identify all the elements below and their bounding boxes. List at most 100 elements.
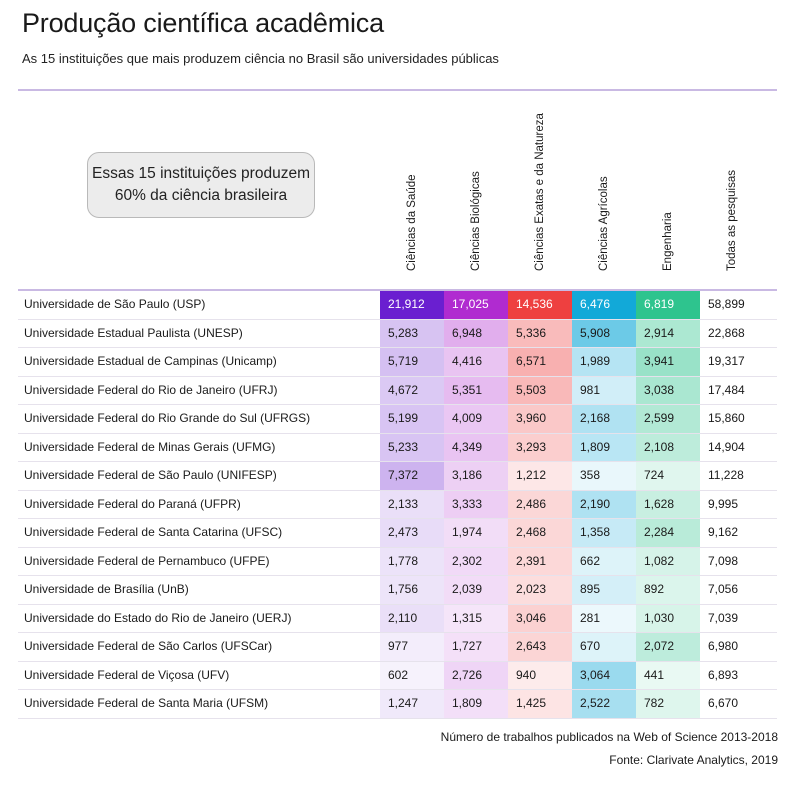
institution-name: Universidade Estadual Paulista (UNESP) bbox=[24, 325, 243, 340]
value-cell: 662 bbox=[572, 547, 636, 575]
value-cell: 3,064 bbox=[572, 661, 636, 689]
value-cell: 5,503 bbox=[508, 376, 572, 404]
table-row: Universidade Estadual Paulista (UNESP) 5,… bbox=[18, 319, 777, 348]
institution-name: Universidade Estadual de Campinas (Unica… bbox=[24, 354, 277, 368]
value-cell: 1,778 bbox=[380, 547, 444, 575]
institution-name: Universidade Federal de Pernambuco (UFPE… bbox=[24, 553, 270, 568]
value-cell: 6,819 bbox=[636, 291, 700, 319]
value-cell: 977 bbox=[380, 633, 444, 661]
table-row: Universidade Federal de São Carlos (UFSC… bbox=[18, 633, 777, 662]
value-cell: 3,046 bbox=[508, 604, 572, 632]
institution-name: Universidade Federal de São Carlos (UFSC… bbox=[24, 639, 273, 653]
chart-title: Produção científica acadêmica bbox=[22, 8, 384, 38]
value-cell: 602 bbox=[380, 661, 444, 689]
value-cell: 2,133 bbox=[380, 490, 444, 518]
table-row: Universidade de Brasília (UnB) 1,756 2,039… bbox=[18, 576, 777, 605]
table-row: Universidade de São Paulo (USP) 21,912 17,… bbox=[18, 291, 777, 320]
value-cell: 1,358 bbox=[572, 519, 636, 547]
value-cell: 724 bbox=[636, 462, 700, 490]
value-cell: 3,941 bbox=[636, 348, 700, 376]
value-cell: 9,162 bbox=[708, 525, 739, 539]
value-cell: 6,571 bbox=[508, 348, 572, 376]
value-cell: 4,672 bbox=[380, 376, 444, 404]
value-cell: 1,727 bbox=[444, 633, 508, 661]
table-row: Universidade Federal de Minas Gerais (UF… bbox=[18, 433, 777, 462]
footer-source: Fonte: Clarivate Analytics, 2019 bbox=[609, 753, 778, 767]
institution-name: Universidade Federal de Minas Gerais (UF… bbox=[24, 439, 276, 454]
value-cell: 17,484 bbox=[708, 382, 745, 397]
value-cell: 5,719 bbox=[380, 348, 444, 376]
value-cell: 2,023 bbox=[508, 576, 572, 604]
table-row: Universidade Federal de Santa Maria (UFS… bbox=[18, 690, 777, 719]
value-cell: 19,317 bbox=[708, 354, 745, 368]
value-cell: 1,809 bbox=[572, 433, 636, 461]
table-row: Universidade Federal do Rio Grande do Su… bbox=[18, 405, 777, 434]
value-cell: 2,072 bbox=[636, 633, 700, 661]
value-cell: 5,283 bbox=[380, 319, 444, 347]
table-row: Universidade Federal de São Paulo (UNIFE… bbox=[18, 462, 777, 491]
institution-name: Universidade Federal de Santa Maria (UFS… bbox=[24, 696, 269, 710]
value-cell: 7,039 bbox=[708, 610, 739, 625]
value-cell: 1,989 bbox=[572, 348, 636, 376]
value-cell: 2,108 bbox=[636, 433, 700, 461]
value-cell: 2,302 bbox=[444, 547, 508, 575]
value-cell: 6,476 bbox=[572, 291, 636, 319]
table-row: Universidade Estadual de Campinas (Unica… bbox=[18, 348, 777, 377]
value-cell: 6,948 bbox=[444, 319, 508, 347]
institution-name: Universidade Federal do Rio Grande do Su… bbox=[24, 411, 311, 425]
value-cell: 1,628 bbox=[636, 490, 700, 518]
value-cell: 6,980 bbox=[708, 639, 739, 653]
chart-subtitle: As 15 instituições que mais produzem ciê… bbox=[22, 51, 499, 66]
value-cell: 2,190 bbox=[572, 490, 636, 518]
value-cell: 3,186 bbox=[444, 462, 508, 490]
column-header-4: Engenharia bbox=[662, 212, 674, 271]
value-cell: 1,974 bbox=[444, 519, 508, 547]
value-cell: 4,349 bbox=[444, 433, 508, 461]
value-cell: 1,809 bbox=[444, 690, 508, 718]
institution-name: Universidade de Brasília (UnB) bbox=[24, 582, 189, 596]
value-cell: 7,372 bbox=[380, 462, 444, 490]
table-header: Essas 15 instituições produzem 60% da ci… bbox=[18, 89, 777, 291]
value-cell: 3,038 bbox=[636, 376, 700, 404]
value-cell: 17,025 bbox=[444, 291, 508, 319]
table-row: Universidade do Estado do Rio de Janeiro… bbox=[18, 604, 777, 633]
value-cell: 2,284 bbox=[636, 519, 700, 547]
value-cell: 940 bbox=[508, 661, 572, 689]
value-cell: 4,416 bbox=[444, 348, 508, 376]
value-cell: 15,860 bbox=[708, 411, 745, 425]
value-cell: 2,391 bbox=[508, 547, 572, 575]
value-cell: 1,082 bbox=[636, 547, 700, 575]
column-header-0: Ciências da Saúde bbox=[406, 174, 418, 271]
value-cell: 7,056 bbox=[708, 582, 739, 596]
value-cell: 22,868 bbox=[708, 325, 745, 340]
value-cell: 892 bbox=[636, 576, 700, 604]
value-cell: 2,486 bbox=[508, 490, 572, 518]
institution-name: Universidade Federal do Rio de Janeiro (… bbox=[24, 382, 278, 397]
institution-name: Universidade Federal do Paraná (UFPR) bbox=[24, 496, 241, 511]
column-header-1: Ciências Biológicas bbox=[470, 171, 482, 271]
value-cell: 5,336 bbox=[508, 319, 572, 347]
value-cell: 441 bbox=[636, 661, 700, 689]
value-cell: 5,233 bbox=[380, 433, 444, 461]
value-cell: 5,908 bbox=[572, 319, 636, 347]
value-cell: 2,643 bbox=[508, 633, 572, 661]
column-header-3: Ciências Agrícolas bbox=[598, 176, 610, 271]
value-cell: 3,960 bbox=[508, 405, 572, 433]
value-cell: 14,904 bbox=[708, 439, 745, 454]
value-cell: 3,293 bbox=[508, 433, 572, 461]
value-cell: 2,468 bbox=[508, 519, 572, 547]
value-cell: 1,756 bbox=[380, 576, 444, 604]
value-cell: 2,473 bbox=[380, 519, 444, 547]
value-cell: 1,247 bbox=[380, 690, 444, 718]
value-cell: 58,899 bbox=[708, 297, 745, 311]
institution-name: Universidade Federal de Santa Catarina (… bbox=[24, 525, 283, 539]
value-cell: 11,228 bbox=[708, 468, 744, 482]
institution-name: Universidade de São Paulo (USP) bbox=[24, 297, 206, 311]
institution-name: Universidade Federal de São Paulo (UNIFE… bbox=[24, 468, 277, 482]
data-table: Universidade de São Paulo (USP) 21,912 17,… bbox=[18, 289, 777, 719]
value-cell: 1,315 bbox=[444, 604, 508, 632]
value-cell: 1,212 bbox=[508, 462, 572, 490]
value-cell: 1,030 bbox=[636, 604, 700, 632]
value-cell: 2,914 bbox=[636, 319, 700, 347]
column-header-5: Todas as pesquisas bbox=[726, 169, 738, 271]
